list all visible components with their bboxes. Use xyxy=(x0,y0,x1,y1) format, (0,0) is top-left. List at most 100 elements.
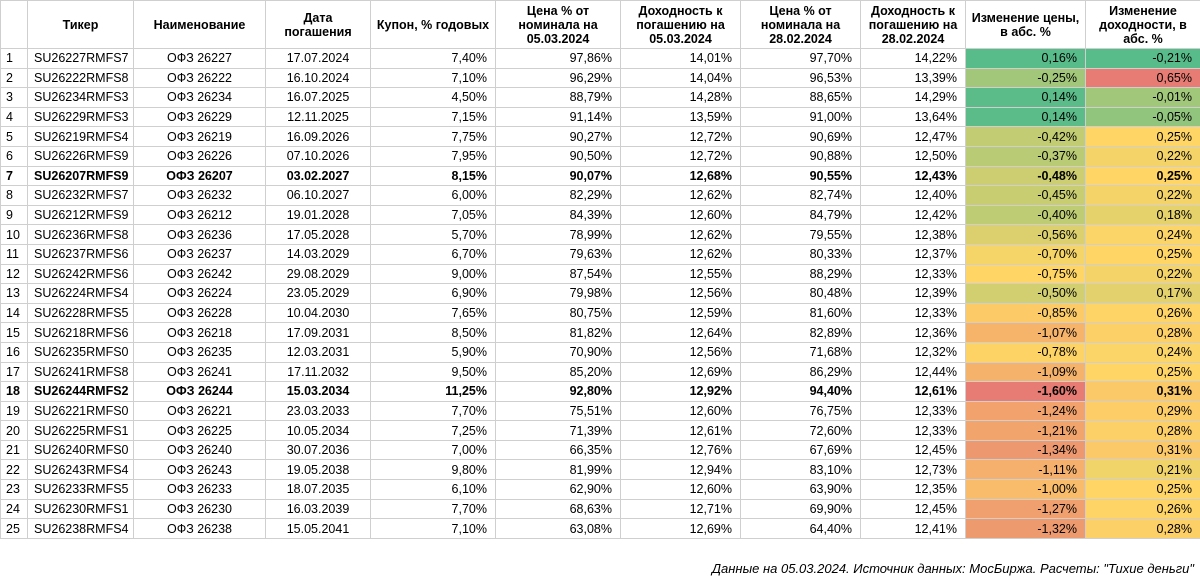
table-cell: 79,63% xyxy=(495,243,621,265)
table-cell: 19.05.2038 xyxy=(265,459,371,481)
table-cell: 92,80% xyxy=(495,381,621,402)
table-cell: 7,10% xyxy=(370,67,496,89)
table-cell: 12,33% xyxy=(860,400,966,422)
header-cell: Цена % от номинала на 28.02.2024 xyxy=(740,0,861,49)
table-cell: 16.07.2025 xyxy=(265,87,371,108)
table-cell: SU26226RMFS9 xyxy=(27,145,134,167)
table-cell: 12,37% xyxy=(860,243,966,265)
bond-table: Тикер Наименование Дата погашения Купон, % … xyxy=(0,0,1200,539)
table-cell: ОФЗ 26240 xyxy=(133,439,266,461)
table-cell: 7,40% xyxy=(370,48,496,69)
table-cell: -1,21% xyxy=(965,420,1086,441)
table-cell: 88,29% xyxy=(740,263,861,285)
table-cell: 13,64% xyxy=(860,106,966,128)
table-cell: ОФЗ 26207 xyxy=(133,165,266,187)
table-cell: 12,73% xyxy=(860,459,966,481)
table-cell: SU26218RMFS6 xyxy=(27,322,134,343)
table-cell: 12,39% xyxy=(860,283,966,304)
table-cell: SU26240RMFS0 xyxy=(27,439,134,461)
table-cell: 12,72% xyxy=(620,126,741,147)
table-cell: -0,75% xyxy=(965,263,1086,285)
table-cell: 81,82% xyxy=(495,322,621,343)
table-cell: -1,09% xyxy=(965,361,1086,383)
table-cell: 12,61% xyxy=(620,420,741,441)
table-cell: 91,14% xyxy=(495,106,621,128)
table-cell: 0,22% xyxy=(1085,263,1200,285)
table-cell: 12,38% xyxy=(860,224,966,245)
table-cell: 12,40% xyxy=(860,185,966,206)
table-cell: SU26224RMFS4 xyxy=(27,283,134,304)
table-cell: 97,70% xyxy=(740,48,861,69)
table-cell: 91,00% xyxy=(740,106,861,128)
table-cell: 7,65% xyxy=(370,302,496,324)
table-cell: 0,28% xyxy=(1085,322,1200,343)
table-cell: 12,76% xyxy=(620,439,741,461)
table-cell: 1 xyxy=(0,48,28,69)
table-cell: 7,15% xyxy=(370,106,496,128)
table-cell: 83,10% xyxy=(740,459,861,481)
table-cell: 63,90% xyxy=(740,479,861,500)
table-cell: 7,95% xyxy=(370,145,496,167)
table-cell: 12,61% xyxy=(860,381,966,402)
table-cell: ОФЗ 26218 xyxy=(133,322,266,343)
table-cell: 10 xyxy=(0,224,28,245)
table-cell: 16.09.2026 xyxy=(265,126,371,147)
table-cell: 96,53% xyxy=(740,67,861,89)
footer-note: Данные на 05.03.2024. Источник данных: М… xyxy=(711,561,1194,576)
table-cell: 9 xyxy=(0,204,28,226)
table-cell: 12,62% xyxy=(620,185,741,206)
table-cell: SU26219RMFS4 xyxy=(27,126,134,147)
table-cell: 0,31% xyxy=(1085,439,1200,461)
table-cell: 12,35% xyxy=(860,479,966,500)
table-cell: SU26234RMFS3 xyxy=(27,87,134,108)
table-cell: 80,75% xyxy=(495,302,621,324)
table-cell: -1,07% xyxy=(965,322,1086,343)
table-cell: 17.07.2024 xyxy=(265,48,371,69)
header-cell xyxy=(0,0,28,49)
table-cell: -0,05% xyxy=(1085,106,1200,128)
table-cell: 12,33% xyxy=(860,263,966,285)
table-cell: 06.10.2027 xyxy=(265,185,371,206)
table-row: 10 SU26236RMFS8 ОФЗ 26236 17.05.2028 5,70% 78… xyxy=(0,224,1200,245)
table-row: 3 SU26234RMFS3 ОФЗ 26234 16.07.2025 4,50% 88,… xyxy=(0,87,1200,108)
table-row: 19 SU26221RMFS0 ОФЗ 26221 23.03.2033 7,70% 75… xyxy=(0,400,1200,422)
table-cell: 5 xyxy=(0,126,28,147)
table-cell: 15.03.2034 xyxy=(265,381,371,402)
table-cell: 64,40% xyxy=(740,518,861,539)
table-cell: ОФЗ 26238 xyxy=(133,518,266,539)
table-cell: 12,69% xyxy=(620,518,741,539)
table-cell: 17.09.2031 xyxy=(265,322,371,343)
table-cell: SU26242RMFS6 xyxy=(27,263,134,285)
table-cell: ОФЗ 26242 xyxy=(133,263,266,285)
table-row: 11 SU26237RMFS6 ОФЗ 26237 14.03.2029 6,70% 79… xyxy=(0,243,1200,265)
table-row: 9 SU26212RMFS9 ОФЗ 26212 19.01.2028 7,05% 84,… xyxy=(0,204,1200,226)
table-row: 8 SU26232RMFS7 ОФЗ 26232 06.10.2027 6,00% 82,… xyxy=(0,185,1200,206)
table-cell: ОФЗ 26243 xyxy=(133,459,266,481)
table-cell: ОФЗ 26233 xyxy=(133,479,266,500)
table-cell: -1,32% xyxy=(965,518,1086,539)
table-cell: ОФЗ 26222 xyxy=(133,67,266,89)
table-cell: ОФЗ 26229 xyxy=(133,106,266,128)
table-cell: 0,65% xyxy=(1085,67,1200,89)
table-cell: 79,98% xyxy=(495,283,621,304)
table-cell: 75,51% xyxy=(495,400,621,422)
table-cell: 67,69% xyxy=(740,439,861,461)
table-cell: 90,88% xyxy=(740,145,861,167)
table-cell: 12.03.2031 xyxy=(265,341,371,363)
table-cell: 0,14% xyxy=(965,106,1086,128)
table-cell: 20 xyxy=(0,420,28,441)
header-cell: Доходность к погашению на 28.02.2024 xyxy=(860,0,966,49)
table-cell: 0,25% xyxy=(1085,479,1200,500)
table-cell: 30.07.2036 xyxy=(265,439,371,461)
table-cell: 10.04.2030 xyxy=(265,302,371,324)
table-cell: -0,56% xyxy=(965,224,1086,245)
table-row: 13 SU26224RMFS4 ОФЗ 26224 23.05.2029 6,90% 79… xyxy=(0,283,1200,304)
table-cell: ОФЗ 26224 xyxy=(133,283,266,304)
table-cell: 70,90% xyxy=(495,341,621,363)
table-cell: 17.05.2028 xyxy=(265,224,371,245)
table-cell: ОФЗ 26228 xyxy=(133,302,266,324)
table-cell: 9,00% xyxy=(370,263,496,285)
table-cell: 14,29% xyxy=(860,87,966,108)
table-cell: 12,47% xyxy=(860,126,966,147)
table-cell: 66,35% xyxy=(495,439,621,461)
